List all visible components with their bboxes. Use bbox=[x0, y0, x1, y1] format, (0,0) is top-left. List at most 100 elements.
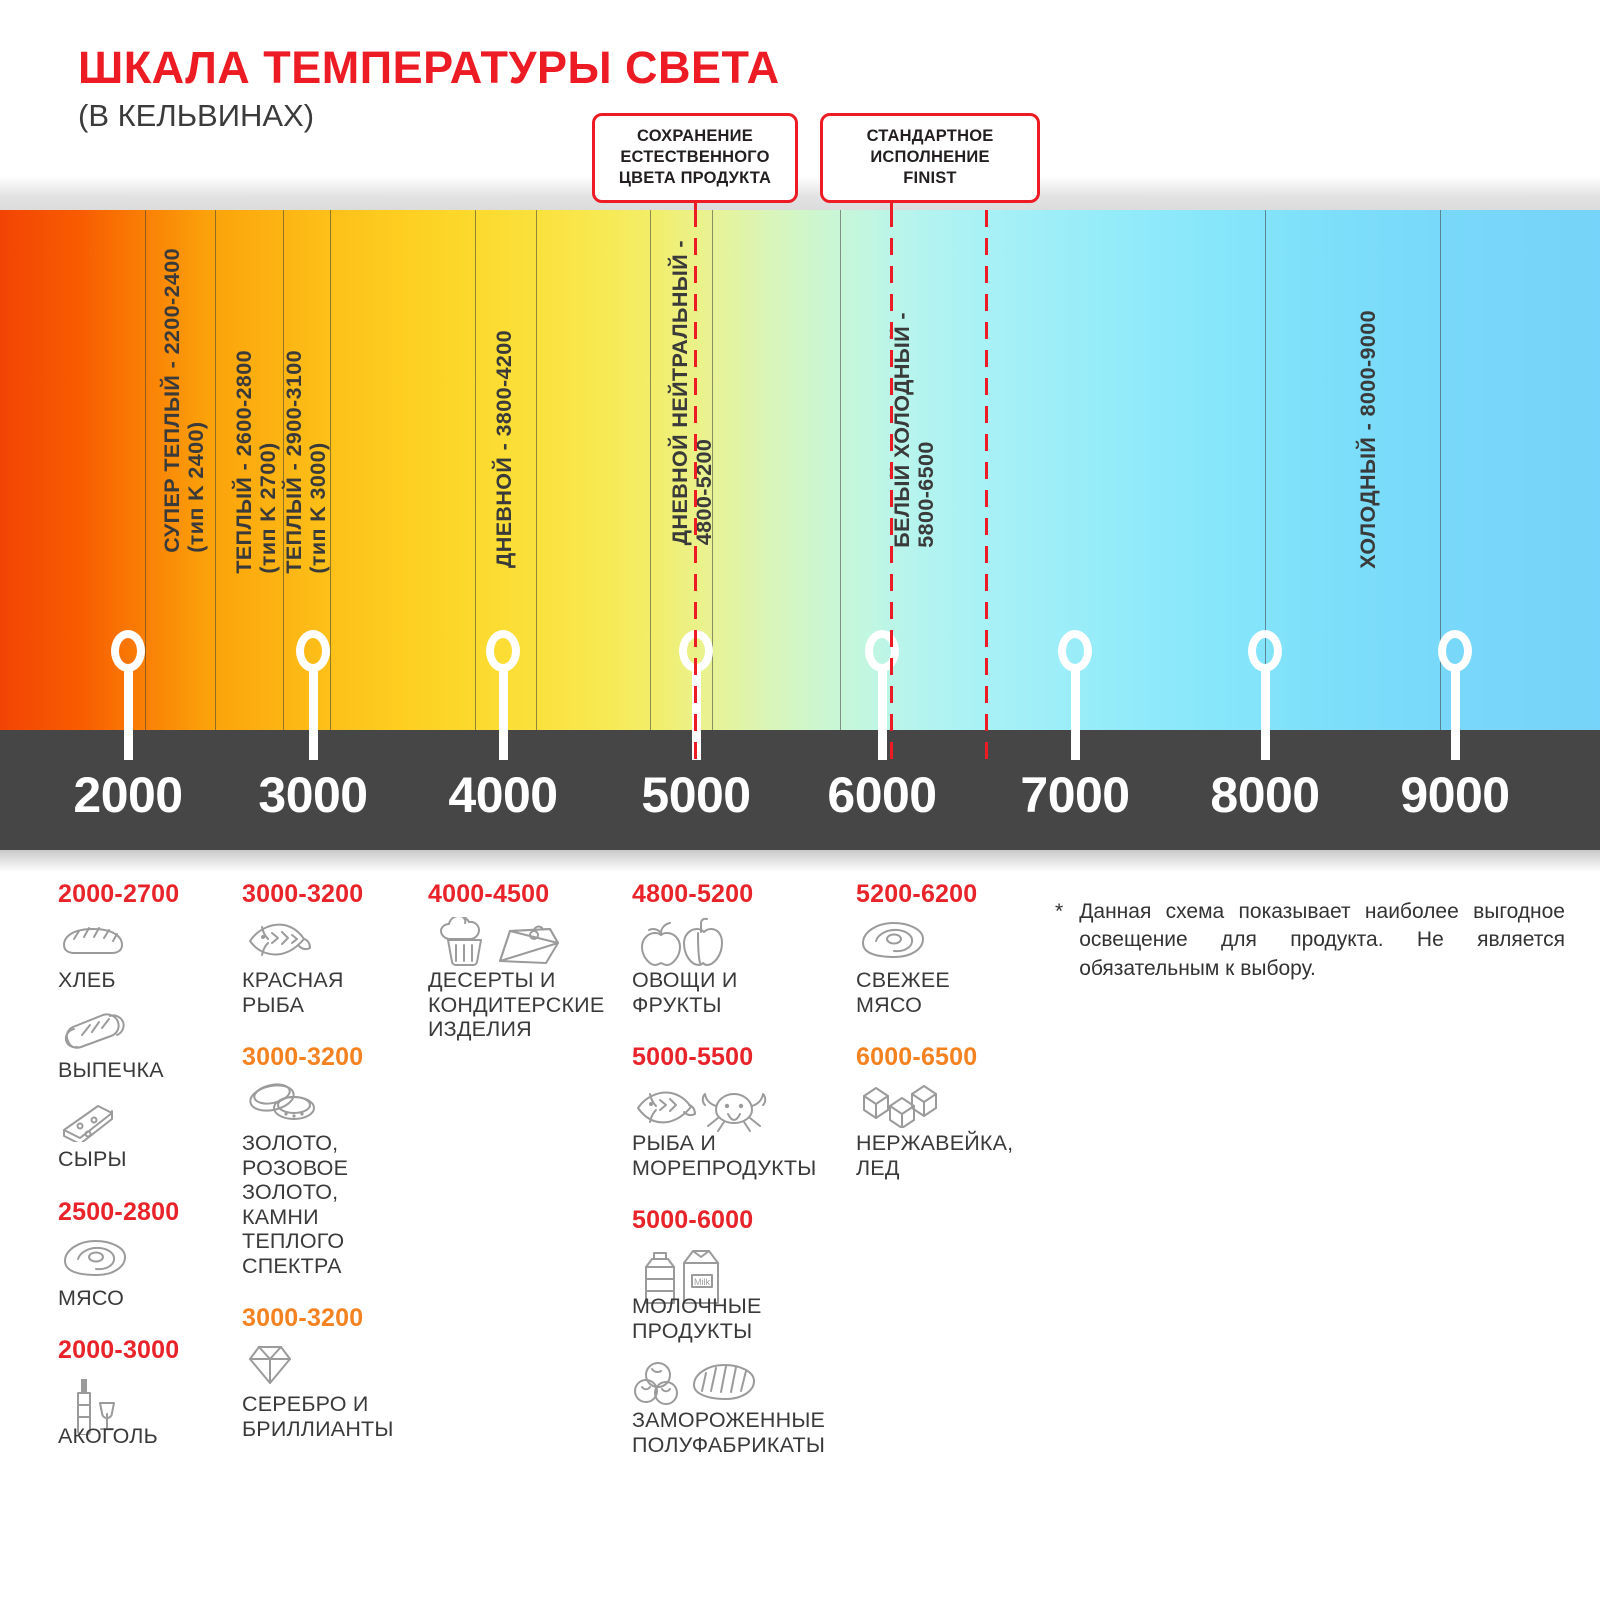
scale-marker-3000 bbox=[296, 630, 330, 760]
marker-stem bbox=[877, 670, 887, 760]
scale-axis-bar bbox=[0, 730, 1600, 850]
band-label-daylight: ДНЕВНОЙ - 3800-4200 bbox=[492, 330, 516, 568]
spectrum-band: СУПЕР ТЕПЛЫЙ - 2200-2400 (тип K 2400) ТЕПЛ… bbox=[0, 210, 1600, 730]
dashed-boundary-1 bbox=[890, 210, 893, 768]
scale-tick-4000: 4000 bbox=[448, 767, 558, 823]
scale-tick-9000: 9000 bbox=[1400, 767, 1510, 823]
band-divider-10 bbox=[1440, 210, 1441, 730]
legend-item: ЗАМОРОЖЕННЫЕ ПОЛУФАБРИКАТЫ bbox=[632, 1357, 847, 1457]
band-label-primary: ТЕПЛЫЙ - 2600-2800 bbox=[232, 350, 256, 574]
legend-range-label: 2000-3000 bbox=[58, 1336, 180, 1364]
legend-range-label: 3000-3200 bbox=[242, 880, 364, 908]
scale-tick-6000: 6000 bbox=[827, 767, 937, 823]
marker-stem bbox=[1070, 670, 1080, 760]
legend-item: СЫРЫ bbox=[58, 1096, 233, 1172]
legend-group: 2000-2700 ХЛЕБ ВЫПЕЧКА СЫРЫ bbox=[58, 880, 233, 1172]
legend-item-label: КРАСНАЯ РЫБА bbox=[242, 968, 344, 1017]
legend-group: 3000-3200 ЗОЛОТО, РОЗОВОЕ ЗОЛОТО, КАМНИ Т… bbox=[242, 1043, 422, 1278]
band-label-warm-3000: ТЕПЛЫЙ - 2900-3100 (тип K 3000) bbox=[282, 350, 330, 574]
legend-item-label: ХЛЕБ bbox=[58, 968, 116, 992]
legend-col-5: 5200-6200 СВЕЖЕЕ МЯСО 6000-6500 НЕРЖАВЕЙКА,… bbox=[856, 880, 1046, 1194]
callout-line-text: СОХРАНЕНИЕ bbox=[637, 127, 753, 145]
band-divider-7 bbox=[712, 210, 713, 730]
legend-group: 4800-5200 ОВОЩИ И ФРУКТЫ bbox=[632, 880, 847, 1017]
footnote-text: Данная схема показывает наиболее выгодно… bbox=[1079, 900, 1565, 980]
ice-cubes-icon bbox=[856, 1080, 1046, 1128]
alcohol-icon bbox=[58, 1373, 233, 1435]
callout-line-text: СТАНДАРТНОЕ bbox=[866, 127, 994, 145]
legend-item: КРАСНАЯ РЫБА bbox=[242, 917, 422, 1017]
legend-item: ХЛЕБ bbox=[58, 917, 233, 993]
band-divider-5 bbox=[536, 210, 537, 730]
scale-tick-5000: 5000 bbox=[641, 767, 751, 823]
legend-group: 5200-6200 СВЕЖЕЕ МЯСО bbox=[856, 880, 1046, 1017]
legend-range-label: 4000-4500 bbox=[428, 880, 550, 908]
marker-head-icon bbox=[1058, 630, 1092, 672]
scale-tick-2000: 2000 bbox=[73, 767, 183, 823]
legend-item: ВЫПЕЧКА bbox=[58, 1007, 233, 1083]
milk-icon: Milk bbox=[632, 1243, 847, 1304]
legend-range-label: 5000-6000 bbox=[632, 1206, 754, 1234]
marker-head-icon bbox=[1248, 630, 1282, 672]
band-label-warm-2700: ТЕПЛЫЙ - 2600-2800 (тип K 2700) bbox=[232, 350, 280, 574]
band-label-secondary: (тип K 2400) bbox=[184, 421, 209, 553]
frozen-food-icon bbox=[632, 1357, 847, 1405]
legend-col-4: 4800-5200 ОВОЩИ И ФРУКТЫ 5000-5500 РЫБА И М… bbox=[632, 880, 847, 1471]
legend-item-label: ЗОЛОТО, РОЗОВОЕ ЗОЛОТО, КАМНИ ТЕПЛОГО СП… bbox=[242, 1131, 349, 1278]
legend-range-label: 3000-3200 bbox=[242, 1043, 364, 1071]
legend-item: СЕРЕБРО И БРИЛЛИАНТЫ bbox=[242, 1341, 422, 1441]
legend-item-label: АКОГОЛЬ bbox=[58, 1424, 158, 1448]
marker-stem bbox=[123, 670, 133, 760]
legend-group: 2000-3000 АКОГОЛЬ bbox=[58, 1336, 233, 1449]
legend-group: 5000-5500 РЫБА И МОРЕПРОДУКТЫ bbox=[632, 1043, 847, 1180]
legend-col-2: 3000-3200 КРАСНАЯ РЫБА 3000-3200 ЗОЛОТО, РО… bbox=[242, 880, 422, 1455]
marker-stem bbox=[498, 670, 508, 760]
legend-range-label: 4800-5200 bbox=[632, 880, 754, 908]
legend-group: 3000-3200 КРАСНАЯ РЫБА bbox=[242, 880, 422, 1017]
legend-col-1: 2000-2700 ХЛЕБ ВЫПЕЧКА СЫРЫ 2500-2800 МЯСО 200… bbox=[58, 880, 233, 1463]
legend-group: 4000-4500 ДЕСЕРТЫ И КОНДИТЕРСКИЕ ИЗДЕЛИЯ bbox=[428, 880, 618, 1042]
marker-stem bbox=[1450, 670, 1460, 760]
marker-head-icon bbox=[486, 630, 520, 672]
legend-col-3: 4000-4500 ДЕСЕРТЫ И КОНДИТЕРСКИЕ ИЗДЕЛИЯ bbox=[428, 880, 618, 1056]
band-label-white-cold: БЕЛЫЙ ХОЛОДНЫЙ -5800-6500 bbox=[890, 312, 938, 548]
scale-marker-9000 bbox=[1438, 630, 1472, 760]
legend-range-label: 3000-3200 bbox=[242, 1304, 364, 1332]
meat-icon bbox=[58, 1235, 233, 1283]
band-divider-4 bbox=[475, 210, 476, 730]
scale-marker-8000 bbox=[1248, 630, 1282, 760]
band-label-primary: ДНЕВНОЙ НЕЙТРАЛЬНЫЙ - bbox=[668, 240, 692, 546]
band-divider-9 bbox=[1265, 210, 1266, 730]
band-label-daylight-neutral: ДНЕВНОЙ НЕЙТРАЛЬНЫЙ -4800-5200 bbox=[668, 240, 716, 545]
legend-item-label: ДЕСЕРТЫ И КОНДИТЕРСКИЕ ИЗДЕЛИЯ bbox=[428, 968, 605, 1041]
fresh-meat-icon bbox=[856, 917, 1046, 965]
band-label-cold: ХОЛОДНЫЙ - 8000-9000 bbox=[1356, 310, 1380, 569]
scale-tick-7000: 7000 bbox=[1020, 767, 1130, 823]
band-divider-8 bbox=[840, 210, 841, 730]
legend-item-label: СЫРЫ bbox=[58, 1147, 127, 1171]
band-divider-0 bbox=[145, 210, 146, 730]
marker-stem bbox=[1260, 670, 1270, 760]
legend-item: СВЕЖЕЕ МЯСО bbox=[856, 917, 1046, 1017]
legend-item-label: ЗАМОРОЖЕННЫЕ ПОЛУФАБРИКАТЫ bbox=[632, 1408, 826, 1457]
fruits-vegetables-icon bbox=[632, 917, 847, 966]
callout-finist-standard: СТАНДАРТНОЕ ИСПОЛНЕНИЕ FINIST bbox=[820, 113, 1040, 204]
scale-marker-2000 bbox=[111, 630, 145, 760]
legend-item: МЯСО bbox=[58, 1235, 233, 1311]
legend-item-label: НЕРЖАВЕЙКА, ЛЕД bbox=[856, 1131, 1014, 1180]
dashed-boundary-2 bbox=[985, 210, 988, 768]
callout-connector-finist-standard bbox=[890, 195, 893, 217]
callout-line-text: ЕСТЕСТВЕННОГО bbox=[620, 148, 770, 167]
band-divider-1 bbox=[215, 210, 216, 730]
marker-head-icon bbox=[865, 630, 899, 672]
marker-head-icon bbox=[111, 630, 145, 672]
footnote: * Данная схема показывает наиболее выгод… bbox=[1055, 898, 1565, 983]
legend-range-label: 5200-6200 bbox=[856, 880, 978, 908]
croissant-icon bbox=[58, 1007, 233, 1055]
legend-group: 6000-6500 НЕРЖАВЕЙКА, ЛЕД bbox=[856, 1043, 1046, 1180]
callout-line-text: FINIST bbox=[903, 169, 957, 188]
dessert-cake-icon bbox=[428, 917, 618, 966]
marker-head-icon bbox=[296, 630, 330, 672]
legend-item: Milk МОЛОЧНЫЕ ПРОДУКТЫ bbox=[632, 1243, 847, 1343]
fish-crab-icon bbox=[632, 1080, 847, 1132]
